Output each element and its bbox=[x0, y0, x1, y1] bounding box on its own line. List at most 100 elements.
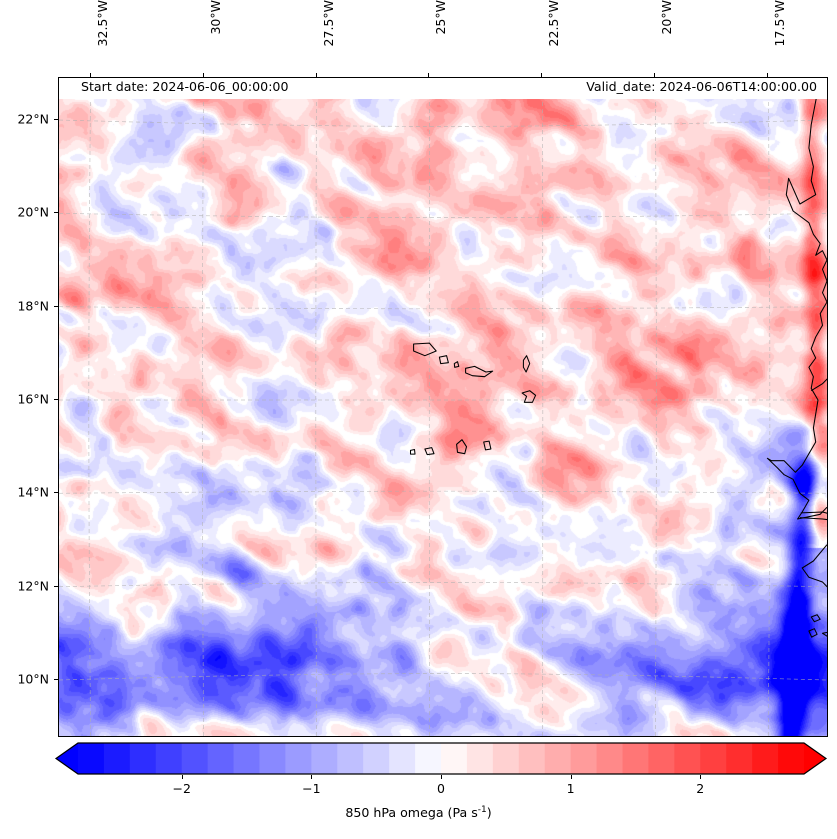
latitude-tick-2: 18°N bbox=[17, 298, 49, 314]
colorbar-band-16 bbox=[492, 743, 520, 774]
island-sal bbox=[522, 355, 531, 373]
colorbar-band-13 bbox=[415, 743, 442, 774]
island-bijagos-3 bbox=[808, 628, 818, 638]
colorbar-band-10 bbox=[337, 743, 364, 774]
river-senegal bbox=[810, 378, 827, 392]
colorbar-title-main: 850 hPa omega (Pa s bbox=[345, 805, 478, 821]
colorbar-band-21 bbox=[622, 743, 650, 774]
colorbar-ticklabel-1: −1 bbox=[302, 781, 321, 796]
colorbar-band-4 bbox=[181, 743, 209, 774]
gridline-lon-5 bbox=[654, 82, 657, 736]
longitude-tick-1: 30°W bbox=[207, 0, 223, 35]
latitude-tickmark-4 bbox=[54, 492, 58, 494]
longitude-tick-5: 20°W bbox=[659, 0, 675, 35]
colorbar-tickmark-0 bbox=[181, 775, 183, 779]
island-boa-vista bbox=[521, 390, 537, 403]
colorbar-band-14 bbox=[441, 743, 468, 774]
gridline-lat-1 bbox=[59, 212, 827, 218]
colorbar bbox=[54, 742, 828, 775]
colorbar-ticklabel-0: −2 bbox=[172, 781, 191, 796]
gridline-lon-0 bbox=[88, 82, 91, 736]
gridline-lat-5 bbox=[59, 582, 827, 588]
omega-field-heatmap bbox=[59, 78, 827, 736]
longitude-tickmark-3 bbox=[428, 73, 430, 77]
island-santa-luzia bbox=[453, 361, 460, 368]
valid-date-annotation: Valid_date: 2024-06-06T14:00:00.00 bbox=[580, 78, 823, 98]
colorbar-title-tail: ) bbox=[486, 805, 492, 821]
colorbar-band-25 bbox=[726, 743, 753, 774]
colorbar-band-20 bbox=[596, 743, 624, 774]
island-sao-vicente bbox=[438, 355, 449, 365]
latitude-tickmark-5 bbox=[54, 585, 58, 587]
longitude-tickmark-0 bbox=[89, 73, 91, 77]
longitude-tick-0: 32.5°W bbox=[94, 0, 110, 47]
colorbar-band-22 bbox=[648, 743, 675, 774]
colorbar-band-12 bbox=[389, 743, 416, 774]
latitude-tick-3: 16°N bbox=[17, 391, 49, 407]
gridline-lon-1 bbox=[201, 82, 204, 736]
latitude-tickmark-3 bbox=[54, 399, 58, 400]
gridline-lat-0 bbox=[59, 119, 827, 127]
island-bijagos-1 bbox=[810, 614, 821, 623]
island-bijagos-4 bbox=[821, 631, 827, 637]
latitude-tick-0: 22°N bbox=[17, 111, 49, 127]
longitude-tick-6: 17.5°W bbox=[772, 0, 788, 47]
river-gambia-south bbox=[799, 517, 827, 521]
latitude-tick-1: 20°N bbox=[17, 204, 49, 220]
coastline-overlay bbox=[409, 78, 827, 638]
colorbar-title-exponent: -1 bbox=[477, 805, 487, 815]
island-santo-antao bbox=[413, 342, 437, 357]
longitude-tickmark-2 bbox=[315, 73, 317, 77]
gridline-lon-6 bbox=[767, 82, 771, 736]
island-maio bbox=[483, 440, 492, 451]
colorbar-band-8 bbox=[285, 743, 312, 774]
gridline-lat-4 bbox=[59, 490, 827, 494]
colorbar-ticklabel-3: 1 bbox=[566, 781, 575, 796]
colorbar-ticklabel-2: 0 bbox=[437, 781, 445, 796]
colorbar-extend-low bbox=[56, 743, 78, 774]
colorbar-band-6 bbox=[233, 743, 261, 774]
longitude-tickmark-5 bbox=[654, 73, 656, 77]
latitude-tick-5: 12°N bbox=[17, 578, 49, 594]
latitude-tick-4: 14°N bbox=[17, 484, 49, 500]
map-axes: Start date: 2024-06-06_00:00:00 Valid_da… bbox=[58, 77, 828, 737]
colorbar-band-18 bbox=[544, 743, 572, 774]
coastline-guinea-bissau bbox=[801, 544, 827, 588]
colorbar-gradient bbox=[54, 742, 828, 775]
colorbar-band-15 bbox=[466, 743, 494, 774]
island-fogo bbox=[424, 447, 435, 456]
colorbar-title: 850 hPa omega (Pa s-1) bbox=[0, 805, 837, 820]
colorbar-band-0 bbox=[78, 743, 105, 774]
gridline-lon-2 bbox=[315, 82, 317, 736]
latitude-tickmark-0 bbox=[54, 119, 58, 120]
colorbar-band-26 bbox=[752, 743, 779, 774]
colorbar-band-3 bbox=[155, 743, 183, 774]
latitude-tick-6: 10°N bbox=[17, 671, 49, 687]
colorbar-band-9 bbox=[311, 743, 338, 774]
gridline-lat-6 bbox=[59, 673, 827, 681]
longitude-tick-4: 22.5°W bbox=[546, 0, 562, 47]
colorbar-tickmark-1 bbox=[311, 775, 313, 779]
river-gambia bbox=[800, 511, 827, 514]
longitude-tickmark-6 bbox=[767, 73, 769, 77]
gridline-lat-2 bbox=[59, 306, 827, 310]
island-sao-nicolau bbox=[465, 365, 494, 378]
start-date-annotation: Start date: 2024-06-06_00:00:00 bbox=[75, 78, 295, 98]
colorbar-outline bbox=[54, 742, 828, 775]
colorbar-band-11 bbox=[363, 743, 390, 774]
colorbar-band-1 bbox=[103, 743, 131, 774]
colorbar-band-5 bbox=[207, 743, 235, 774]
colorbar-tickmark-3 bbox=[570, 775, 572, 779]
latitude-tickmark-6 bbox=[54, 679, 58, 680]
graticule-gridlines bbox=[59, 82, 827, 736]
island-santiago bbox=[456, 439, 468, 455]
colorbar-ticklabel-4: 2 bbox=[696, 781, 705, 796]
longitude-tick-3: 25°W bbox=[433, 0, 449, 35]
longitude-tickmark-4 bbox=[541, 73, 543, 77]
colorbar-band-23 bbox=[674, 743, 701, 774]
colorbar-extend-high bbox=[804, 743, 826, 774]
colorbar-band-19 bbox=[570, 743, 598, 774]
coastline-mauritania-senegal bbox=[766, 78, 827, 520]
colorbar-band-24 bbox=[700, 743, 727, 774]
